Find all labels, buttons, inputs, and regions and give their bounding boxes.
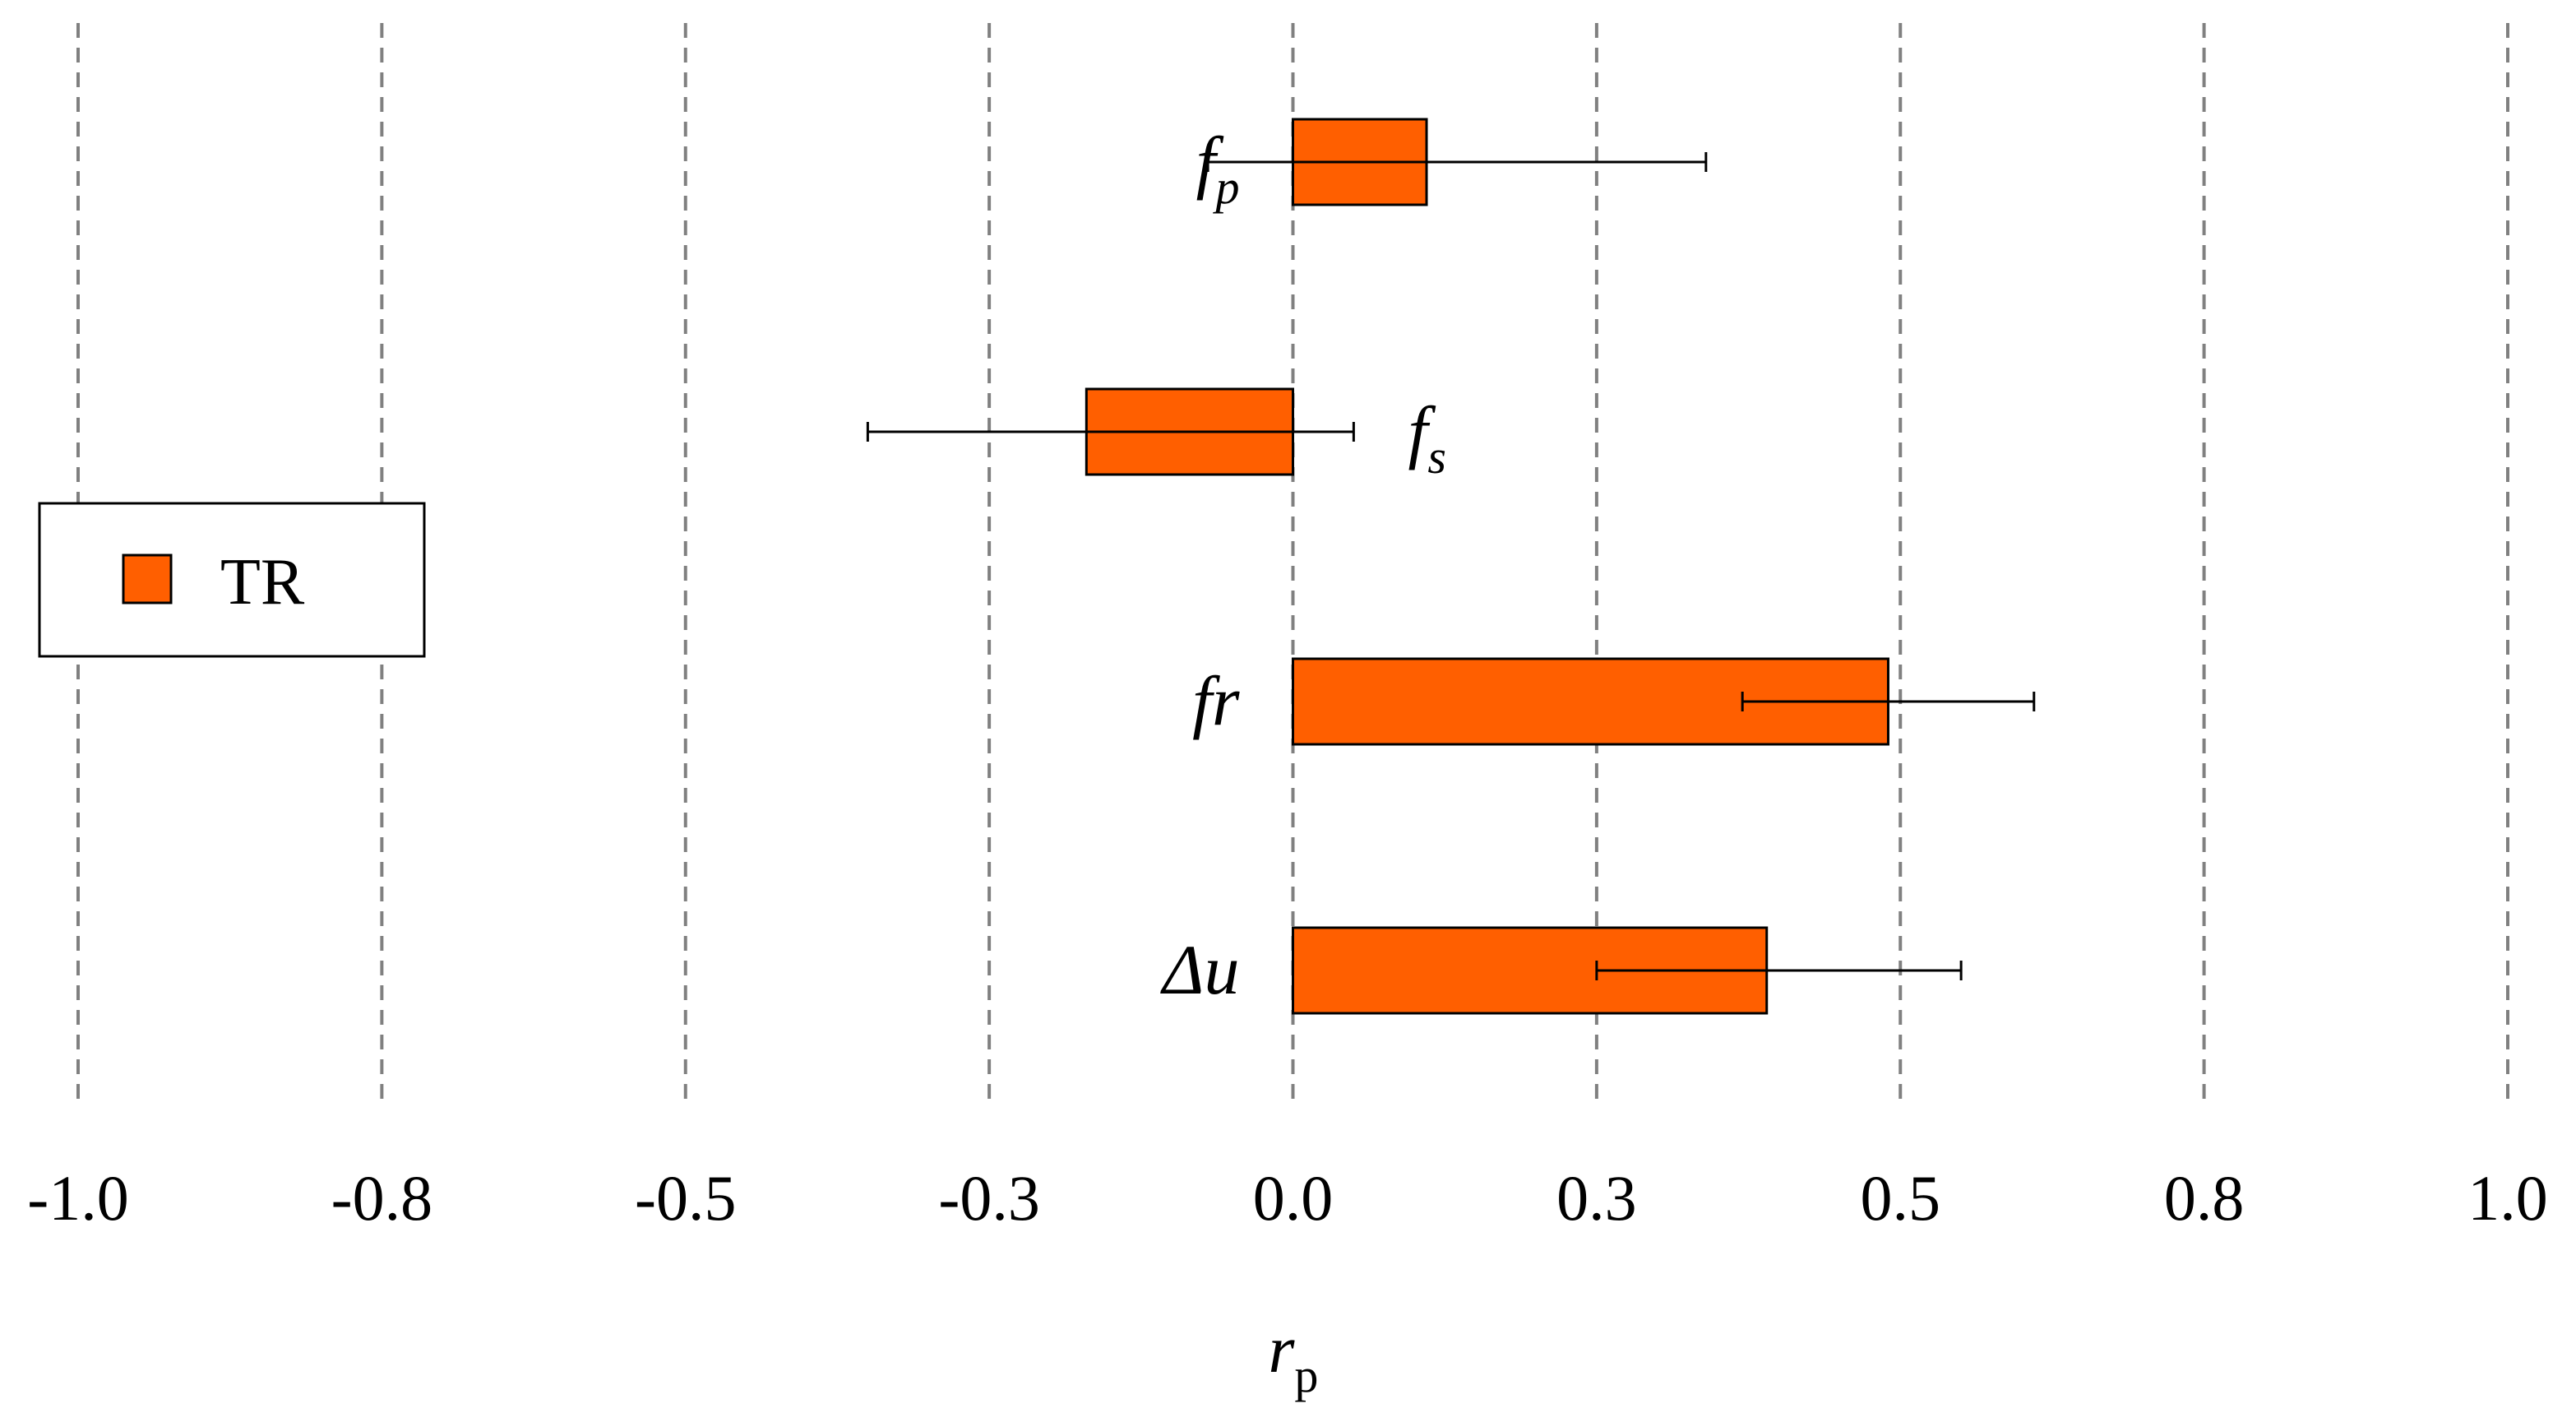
x-tick-label: -0.8: [331, 1162, 432, 1234]
legend-label: TR: [220, 546, 305, 618]
legend-box: [38, 502, 426, 658]
error-bars-layer: [866, 152, 2036, 980]
legend: TR: [38, 502, 426, 658]
x-tick-label: -0.5: [635, 1162, 736, 1234]
category-labels: fp fs fr Δu: [1160, 122, 1446, 1009]
x-axis-title-text: rp: [1269, 1312, 1319, 1402]
error-bar: [1741, 692, 2036, 711]
grid-layer: [76, 23, 2509, 1106]
category-label: fp: [1196, 122, 1240, 214]
x-axis-title-sub: p: [1294, 1349, 1318, 1402]
x-axis-title-base: r: [1269, 1312, 1296, 1387]
category-label-sub: p: [1213, 160, 1240, 214]
error-bar: [1595, 961, 1963, 980]
x-tick-label: 0.3: [1556, 1162, 1637, 1234]
category-label-sub: s: [1427, 430, 1446, 484]
category-label: fr: [1192, 661, 1240, 740]
x-tick-label: 0.0: [1253, 1162, 1334, 1234]
category-label: fs: [1408, 391, 1446, 484]
x-tick-label: -0.3: [938, 1162, 1039, 1234]
x-tick-label: 0.8: [2164, 1162, 2245, 1234]
x-tick-label: -1.0: [27, 1162, 128, 1234]
category-label-base: Δu: [1160, 930, 1239, 1009]
x-tick-label: 1.0: [2467, 1162, 2548, 1234]
x-axis-title: rp: [1269, 1312, 1319, 1402]
category-label: Δu: [1160, 930, 1239, 1009]
category-label-base: fr: [1192, 661, 1240, 740]
legend-swatch: [122, 554, 173, 604]
bars-layer: [1085, 118, 1889, 1015]
error-bar: [866, 422, 1355, 442]
x-tick-labels: -1.0 -0.8 -0.5 -0.3 0.0 0.3 0.5 0.8 1.0: [27, 1162, 2547, 1234]
x-tick-label: 0.5: [1861, 1162, 1941, 1234]
error-bar: [1206, 152, 1708, 172]
